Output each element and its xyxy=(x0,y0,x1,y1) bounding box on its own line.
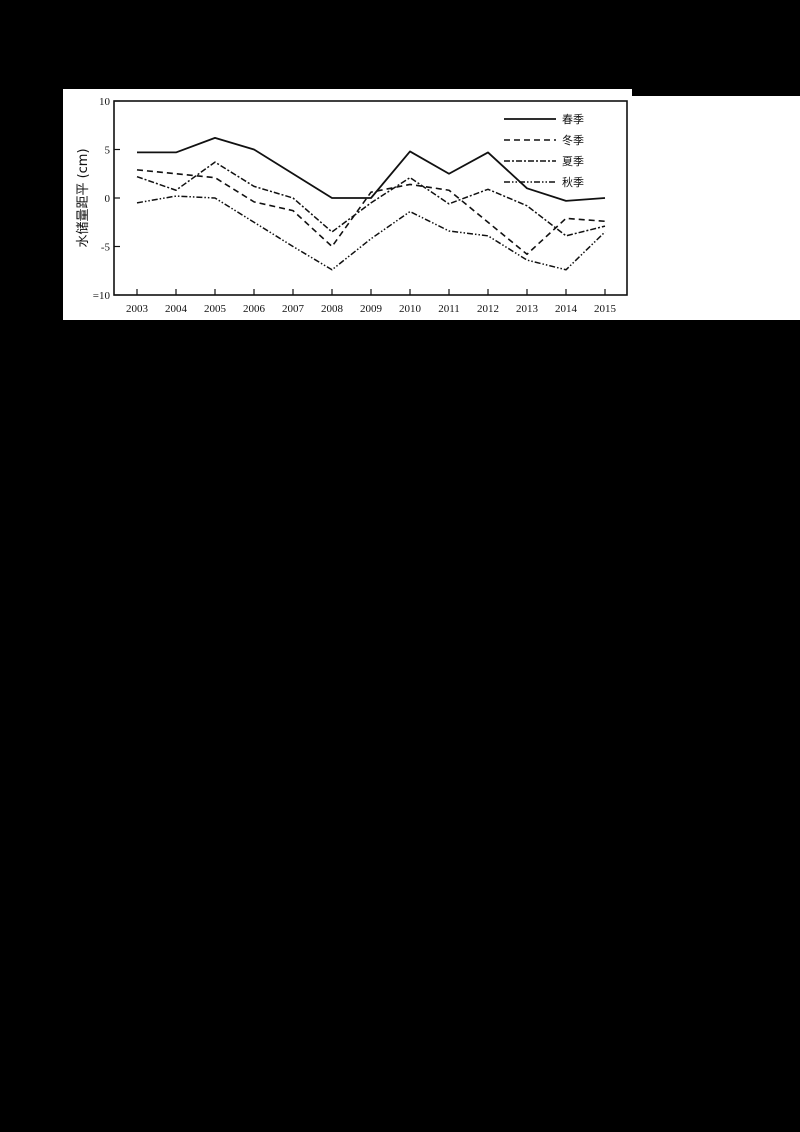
chart-panel: 10 5 0 -5 =10 2003 2004 2005 2006 2007 2008 2009 201… xyxy=(63,89,632,320)
x-tick-label: 2008 xyxy=(321,303,344,315)
blank-panel xyxy=(632,96,800,320)
x-tick-label: 2013 xyxy=(516,303,539,315)
x-tick-label: 2005 xyxy=(204,303,227,315)
y-tick-label: 5 xyxy=(105,145,111,157)
x-tick-label: 2011 xyxy=(438,303,460,315)
line-chart: 10 5 0 -5 =10 2003 2004 2005 2006 2007 2008 2009 201… xyxy=(76,96,628,315)
series-line-3 xyxy=(136,195,606,271)
y-tick-label: -5 xyxy=(101,242,111,254)
x-tick-label: 2006 xyxy=(243,303,266,315)
series-line-2 xyxy=(136,161,606,237)
x-tick-label: 2007 xyxy=(282,303,305,315)
y-tick-label: =10 xyxy=(93,290,111,302)
x-tick-label: 2014 xyxy=(555,303,578,315)
legend-label: 冬季 xyxy=(562,133,584,147)
legend-label: 夏季 xyxy=(562,155,584,168)
legend-label: 春季 xyxy=(562,113,584,126)
x-tick-label: 2003 xyxy=(126,303,149,315)
legend-label: 秋季 xyxy=(562,175,584,189)
series-line-1 xyxy=(136,169,606,256)
x-tick-label: 2004 xyxy=(165,303,188,315)
x-tick-label: 2012 xyxy=(477,303,499,315)
x-tick-label: 2010 xyxy=(399,303,422,315)
y-axis-label: 水储量距平 (cm) xyxy=(76,148,91,247)
x-tick-label: 2015 xyxy=(594,303,617,315)
series-line-0 xyxy=(137,136,606,202)
y-tick-label: 10 xyxy=(99,96,111,108)
x-tick-label: 2009 xyxy=(360,303,383,315)
y-tick-label: 0 xyxy=(105,193,111,205)
